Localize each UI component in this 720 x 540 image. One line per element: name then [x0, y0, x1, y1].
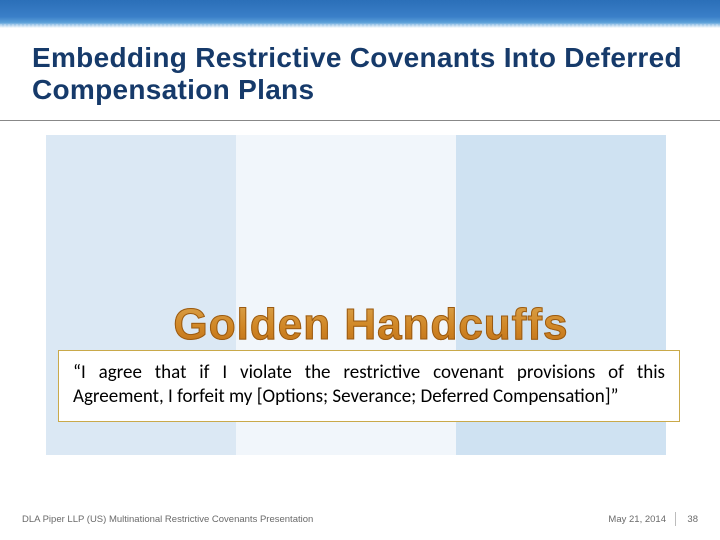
top-banner: [0, 0, 720, 28]
agreement-text: “I agree that if I violate the restricti…: [73, 361, 665, 409]
footer-page-number: 38: [687, 514, 698, 525]
footer-date: May 21, 2014: [608, 514, 666, 525]
golden-handcuffs-text: Golden Handcuffs: [174, 300, 569, 349]
agreement-box: “I agree that if I violate the restricti…: [58, 350, 680, 422]
title-underline: [0, 120, 720, 121]
footer: DLA Piper LLP (US) Multinational Restric…: [0, 510, 720, 528]
golden-handcuffs-banner: Golden Handcuffs: [62, 300, 680, 350]
footer-presentation-name: DLA Piper LLP (US) Multinational Restric…: [22, 514, 313, 525]
footer-divider: [675, 512, 676, 526]
slide-title: Embedding Restrictive Covenants Into Def…: [32, 42, 688, 106]
title-area: Embedding Restrictive Covenants Into Def…: [0, 28, 720, 114]
